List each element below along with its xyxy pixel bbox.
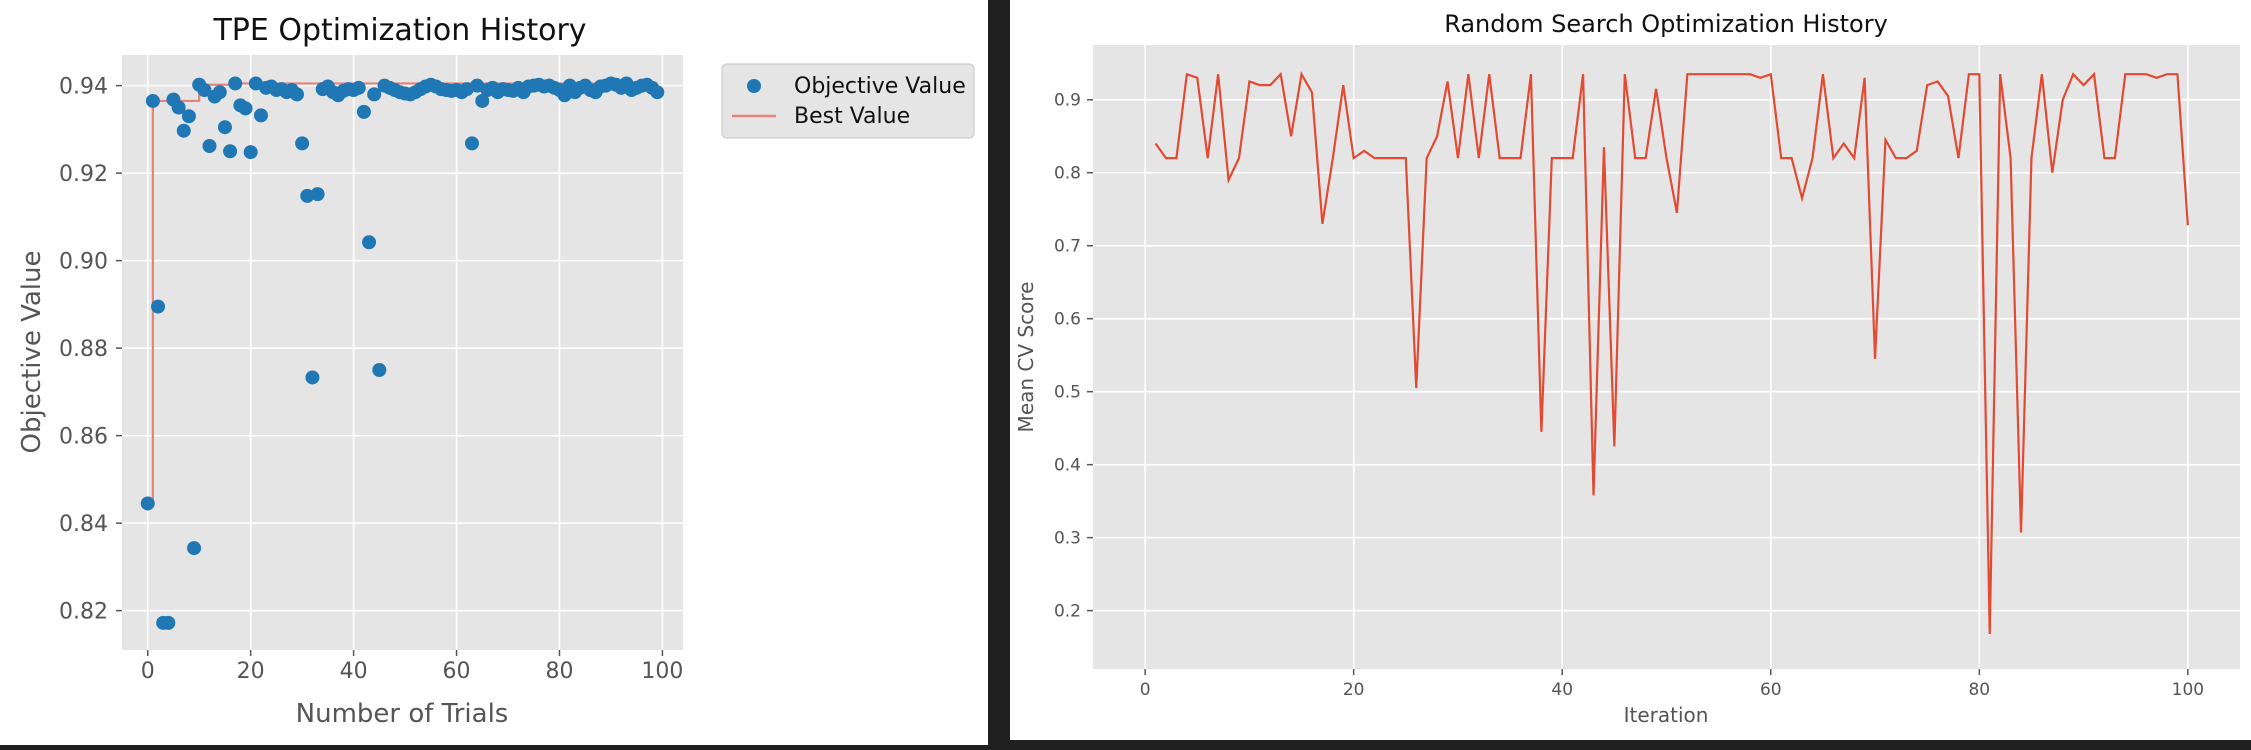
- y-tick-label: 0.88: [59, 337, 108, 362]
- objective-value-point: [151, 299, 166, 314]
- tpe-x-axis-label: Number of Trials: [296, 699, 509, 729]
- x-tick-label: 100: [641, 659, 683, 684]
- random-search-gridlines: [1093, 45, 2240, 669]
- legend-label-objective: Objective Value: [794, 74, 966, 99]
- x-tick-label: 20: [237, 659, 265, 684]
- y-tick-label: 0.4: [1054, 456, 1081, 476]
- y-tick-label: 0.84: [59, 512, 108, 537]
- tpe-plot-area: [122, 55, 683, 650]
- objective-value-point: [223, 144, 238, 159]
- objective-value-point: [650, 85, 665, 100]
- x-tick-label: 20: [1343, 680, 1365, 700]
- random-search-x-ticks: 0 20 40 60 80 100: [1140, 669, 2204, 700]
- tpe-chart-title: TPE Optimization History: [212, 13, 586, 48]
- y-tick-label: 0.9: [1054, 91, 1081, 111]
- y-tick-label: 0.8: [1054, 164, 1081, 184]
- tpe-objective-points: [140, 76, 665, 630]
- objective-value-point: [228, 76, 243, 91]
- tpe-y-ticks: 0.82 0.84 0.86 0.88 0.90 0.92 0.94: [59, 75, 122, 625]
- objective-value-point: [181, 109, 196, 124]
- random-search-plot-area: [1093, 45, 2240, 669]
- objective-value-point: [243, 145, 258, 160]
- objective-value-point: [464, 136, 479, 151]
- tpe-x-ticks: 0 20 40 60 80 100: [141, 650, 683, 684]
- mean-cv-score-line: [1154, 70, 2189, 634]
- objective-value-point: [372, 363, 387, 377]
- y-tick-label: 0.3: [1054, 529, 1081, 549]
- tpe-y-axis-label: Objective Value: [17, 251, 47, 454]
- legend-box: [721, 63, 975, 139]
- objective-value-point: [212, 85, 227, 100]
- legend-label-best: Best Value: [794, 104, 910, 129]
- y-tick-label: 0.94: [59, 75, 108, 100]
- objective-value-point: [289, 87, 304, 102]
- legend-marker-objective: [747, 79, 761, 93]
- y-tick-label: 0.82: [59, 600, 108, 625]
- objective-value-point: [367, 87, 382, 102]
- objective-value-point: [145, 93, 160, 108]
- x-tick-label: 80: [545, 659, 573, 684]
- objective-value-point: [310, 187, 325, 202]
- y-tick-label: 0.92: [59, 162, 108, 187]
- x-tick-label: 0: [141, 659, 155, 684]
- tpe-gridlines: [122, 55, 683, 650]
- objective-value-point: [253, 108, 268, 123]
- tpe-chart-svg: TPE Optimization History 0 20 40 60 80 100 0.…: [17, 13, 975, 729]
- y-tick-label: 0.86: [59, 425, 108, 450]
- x-tick-label: 80: [1968, 680, 1990, 700]
- objective-value-point: [300, 188, 315, 203]
- objective-value-point: [161, 615, 176, 630]
- x-tick-label: 100: [2172, 680, 2204, 700]
- x-tick-label: 60: [443, 659, 471, 684]
- x-tick-label: 60: [1760, 680, 1782, 700]
- objective-value-point: [176, 123, 191, 138]
- objective-value-point: [475, 93, 490, 108]
- y-tick-label: 0.5: [1054, 383, 1081, 403]
- objective-value-point: [171, 100, 186, 115]
- objective-value-point: [362, 235, 377, 250]
- random-search-chart-title: Random Search Optimization History: [1444, 10, 1888, 38]
- objective-value-point: [202, 139, 217, 153]
- y-tick-label: 0.7: [1054, 237, 1081, 257]
- objective-value-point: [356, 104, 371, 119]
- objective-value-point: [351, 80, 366, 95]
- y-tick-label: 0.90: [59, 250, 108, 275]
- objective-value-point: [197, 83, 212, 97]
- objective-value-point: [217, 120, 232, 135]
- objective-value-point: [295, 136, 310, 151]
- tpe-chart-panel: TPE Optimization History 0 20 40 60 80 100 0.…: [0, 0, 988, 745]
- y-tick-label: 0.6: [1054, 310, 1081, 330]
- x-tick-label: 40: [1551, 680, 1573, 700]
- random-search-y-ticks: 0.2 0.3 0.4 0.5 0.6 0.7 0.8 0.9: [1054, 91, 1093, 622]
- objective-value-point: [140, 496, 155, 511]
- tpe-legend: Objective Value Best Value: [721, 63, 975, 139]
- objective-value-point: [187, 541, 202, 556]
- random-search-score-line: [1154, 70, 2189, 634]
- objective-value-point: [238, 101, 253, 116]
- random-search-chart-panel: Random Search Optimization History 0 20 40…: [1010, 0, 2251, 740]
- random-search-y-axis-label: Mean CV Score: [1014, 282, 1038, 433]
- objective-value-point: [305, 370, 320, 385]
- random-search-x-axis-label: Iteration: [1624, 703, 1709, 727]
- x-tick-label: 40: [340, 659, 368, 684]
- x-tick-label: 0: [1140, 680, 1151, 700]
- random-search-chart-svg: Random Search Optimization History 0 20 40…: [1014, 10, 2240, 727]
- y-tick-label: 0.2: [1054, 602, 1081, 622]
